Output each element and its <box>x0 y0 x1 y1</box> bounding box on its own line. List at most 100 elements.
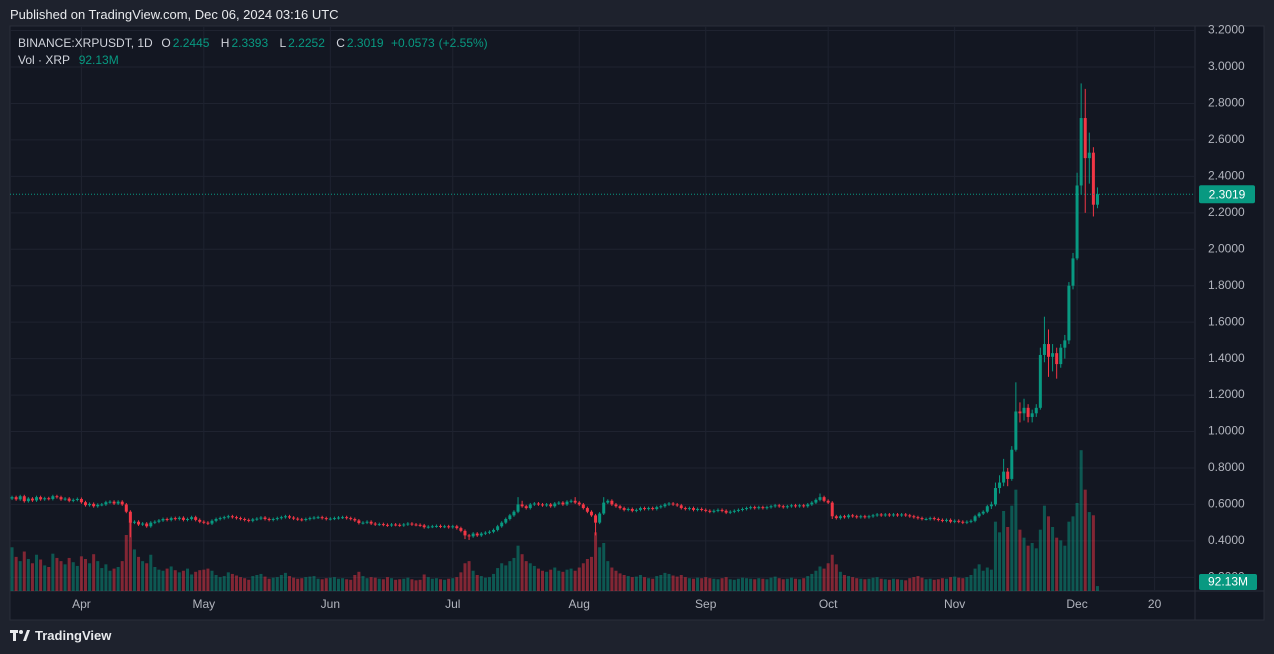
volume-bar <box>479 576 483 591</box>
volume-bar <box>418 579 422 591</box>
volume-bar <box>655 576 659 591</box>
volume-bar <box>279 575 283 591</box>
candle-body <box>328 518 332 520</box>
candle-body <box>577 502 581 505</box>
volume-bar <box>283 572 287 591</box>
volume-bar <box>1006 527 1010 591</box>
candle-body <box>67 498 71 501</box>
volume-bar <box>1047 516 1051 591</box>
volume-bar <box>557 570 561 591</box>
volume-bar <box>247 579 251 591</box>
volume-bar <box>838 571 842 591</box>
candle-body <box>43 498 47 500</box>
volume-bar <box>153 567 157 591</box>
candle-body <box>259 517 263 519</box>
volume-bar <box>120 561 124 591</box>
candle-body <box>161 519 165 521</box>
candle-body <box>1042 344 1046 355</box>
volume-bar <box>414 580 418 591</box>
volume-bar <box>88 563 92 591</box>
candle-body <box>500 522 504 527</box>
candle-body <box>855 516 859 518</box>
volume-bar <box>908 578 912 591</box>
volume-bar <box>332 577 336 591</box>
candle-body <box>944 519 948 521</box>
ohlc-key: L <box>279 36 287 50</box>
x-tick-label: Aug <box>569 597 590 611</box>
candle-body <box>1075 185 1079 259</box>
candle-body <box>422 525 426 528</box>
volume-bar <box>985 567 989 591</box>
volume-bar <box>993 521 997 591</box>
volume-bar <box>920 577 924 591</box>
volume-bar <box>145 563 149 591</box>
volume-bar <box>500 563 504 591</box>
volume-bar <box>753 579 757 591</box>
candle-body <box>218 518 222 520</box>
candle-body <box>716 509 720 511</box>
change: +0.0573 <box>390 36 435 50</box>
candle-body <box>1014 411 1018 450</box>
volume-bar <box>1014 489 1018 591</box>
volume-bar <box>361 576 365 591</box>
candle-body <box>39 497 43 500</box>
candle-body <box>638 508 642 510</box>
candle-body <box>789 505 793 507</box>
candle-body <box>557 502 561 504</box>
volume-bar <box>288 576 292 591</box>
candle-body <box>157 520 161 522</box>
volume-bar <box>55 557 59 591</box>
candle-body <box>618 506 622 509</box>
candle-body <box>165 519 169 521</box>
candle-body <box>336 517 340 519</box>
volume-bar <box>218 577 222 591</box>
volume-bar <box>39 559 43 591</box>
volume-bar <box>92 554 96 591</box>
volume-bar <box>794 578 798 591</box>
candle-body <box>940 519 944 521</box>
candle-body <box>173 518 177 520</box>
volume-bar <box>859 578 863 591</box>
volume-bar <box>365 578 369 591</box>
volume-bar <box>202 569 206 591</box>
candle-body <box>977 513 981 517</box>
candle-body <box>732 510 736 512</box>
volume-bar <box>267 578 271 591</box>
candle-body <box>561 502 565 505</box>
volume-bar <box>630 577 634 591</box>
candle-body <box>394 524 398 526</box>
candle-body <box>594 515 598 523</box>
candle-body <box>602 502 606 514</box>
candle-body <box>263 517 267 520</box>
legend: BINANCE:XRPUSDT, 1D O 2.2445 H 2.3393 L 2.2… <box>18 35 496 69</box>
candle-body <box>79 498 83 503</box>
candle-body <box>1002 471 1006 483</box>
candle-body <box>998 482 1002 489</box>
candle-body <box>700 508 704 510</box>
candle-body <box>1026 407 1030 417</box>
volume-bar <box>675 576 679 591</box>
volume-bar <box>728 579 732 591</box>
candle-body <box>194 517 198 520</box>
volume-bar <box>1034 548 1038 591</box>
y-tick-label: 1.6000 <box>1208 314 1245 328</box>
candle-body <box>851 515 855 517</box>
volume-bar <box>944 578 948 591</box>
volume-bar <box>336 578 340 591</box>
volume-bar <box>1051 527 1055 591</box>
candle-body <box>345 517 349 519</box>
candle-body <box>891 514 895 516</box>
candle-body <box>349 518 353 520</box>
volume-bar <box>483 577 487 591</box>
candle-body <box>128 511 132 523</box>
volume-bar <box>475 575 479 591</box>
candle-body <box>312 517 316 519</box>
candle-body <box>993 488 997 505</box>
candle-body <box>202 521 206 523</box>
volume-bar <box>957 577 961 591</box>
candle-body <box>132 521 136 523</box>
chart-frame <box>9 25 1265 621</box>
y-tick-label: 2.6000 <box>1208 132 1245 146</box>
ohlc-value: 2.3393 <box>231 36 269 50</box>
volume-bar <box>230 573 234 591</box>
